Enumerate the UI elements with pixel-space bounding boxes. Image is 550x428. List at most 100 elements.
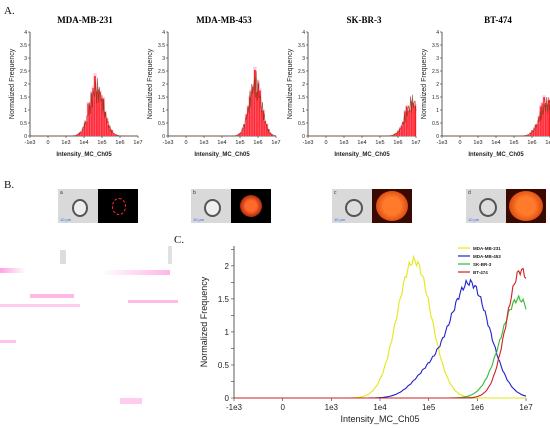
panel-c-letter: C. (174, 234, 185, 246)
fluorescence-image (231, 189, 271, 223)
x-axis-label: Intensity_MC_Ch05 (194, 152, 250, 158)
histogram-bar (111, 130, 113, 136)
image-pair-a: a 10 µm (58, 189, 138, 223)
panel-a-letter: A. (4, 5, 15, 17)
y-tick-label: 0.5 (432, 121, 439, 127)
histogram-outline (168, 70, 277, 137)
brightfield-image: c 10 µm (332, 189, 372, 223)
x-tick-label: 1e4 (357, 140, 366, 146)
scale-bar-label: 10 µm (334, 217, 346, 222)
histogram-bar (414, 105, 416, 136)
y-tick-label: 1 (162, 108, 165, 114)
y-tick-label: 3 (24, 56, 27, 62)
brightfield-image: d 10 µm (466, 189, 506, 223)
y-tick-label: 0 (436, 134, 439, 140)
hist-title-mda-mb-231: MDA-MB-231 (57, 15, 113, 25)
y-tick-label: 2 (436, 82, 439, 88)
y-tick-label: 3.5 (20, 43, 27, 49)
histogram-bar (548, 100, 550, 136)
y-tick-label: 2 (162, 82, 165, 88)
histogram-mda-mb-231: 00.511.522.533.54-1e3 0 1e3 1e4 1e5 1e6 1e7Nor… (9, 30, 143, 158)
x-tick-label: 0 (324, 140, 327, 146)
x-tick-label: 1e5 (422, 403, 436, 412)
x-tick-label: 1e5 (509, 140, 518, 146)
y-tick-label: 3 (162, 56, 165, 62)
y-tick-label: 1.5 (218, 295, 230, 304)
histogram-mda-mb-453: 00.511.522.533.54-1e3 0 1e3 1e4 1e5 1e6 1e7Nor… (147, 30, 281, 158)
image-letter: b (193, 190, 196, 196)
image-letter: c (334, 190, 337, 196)
image-letter: a (60, 190, 63, 196)
scale-bar-label: 10 µm (60, 217, 72, 222)
x-tick-label: 1e6 (471, 403, 485, 412)
histogram-outline (442, 96, 550, 137)
y-tick-label: 0 (24, 134, 27, 140)
image-artifact (168, 246, 172, 264)
x-tick-label: 1e7 (411, 140, 420, 146)
y-tick-label: 0 (302, 134, 305, 140)
x-tick-label: 1e4 (373, 403, 387, 412)
y-tick-label: 2.5 (298, 69, 305, 75)
image-pair-c: c 10 µm (332, 189, 412, 223)
y-tick-label: 1 (24, 108, 27, 114)
x-tick-label: -1e3 (436, 140, 447, 146)
fluorescence-image (506, 189, 546, 223)
y-tick-label: 0 (162, 134, 165, 140)
legend-label: MDA-MB-453 (473, 254, 501, 259)
image-artifact (60, 250, 66, 264)
histogram-sk-br-3: 00.511.522.533.54-1e3 0 1e3 1e4 1e5 1e6 1e7Nor… (287, 30, 421, 158)
y-tick-label: 1.5 (298, 95, 305, 101)
series-line-sk-br-3 (234, 294, 527, 399)
x-tick-label: 1e3 (199, 140, 208, 146)
series-line-bt-474 (234, 267, 527, 399)
legend-label: SK-BR-3 (473, 262, 492, 267)
x-tick-label: 1e3 (325, 403, 339, 412)
x-tick-label: 1e6 (527, 140, 536, 146)
y-tick-label: 2.5 (20, 69, 27, 75)
image-letter: d (468, 190, 471, 196)
panel-b-letter: B. (4, 179, 15, 191)
y-tick-label: 3.5 (432, 43, 439, 49)
x-tick-label: 1e7 (519, 403, 533, 412)
series-line-mda-mb-231 (234, 254, 526, 399)
x-tick-label: 1e6 (253, 140, 262, 146)
x-tick-label: -1e3 (302, 140, 313, 146)
image-artifact (0, 340, 16, 343)
y-tick-label: 1.5 (20, 95, 27, 101)
fluorescence-image (372, 189, 412, 223)
image-artifact (0, 304, 80, 307)
histogram-outline (30, 77, 138, 137)
x-tick-label: 1e3 (473, 140, 482, 146)
y-tick-label: 1.5 (432, 95, 439, 101)
x-axis-label: Intensity_MC_Ch05 (334, 152, 390, 158)
image-artifact (128, 300, 178, 303)
image-pair-b: b 10 µm (191, 189, 271, 223)
image-artifact (0, 268, 26, 273)
scale-bar-label: 10 µm (468, 217, 480, 222)
x-tick-label: 1e3 (339, 140, 348, 146)
y-tick-label: 4 (302, 30, 305, 36)
x-tick-label: 1e7 (133, 140, 142, 146)
legend-label: MDA-MB-231 (473, 246, 501, 251)
y-tick-label: 3 (302, 56, 305, 62)
hist-title-mda-mb-453: MDA-MB-453 (196, 15, 252, 25)
x-tick-label: 1e5 (375, 140, 384, 146)
x-tick-label: -1e3 (24, 140, 35, 146)
x-tick-label: 1e5 (235, 140, 244, 146)
x-tick-label: 0 (280, 403, 285, 412)
y-axis-label: Normalized Frequency (287, 48, 294, 119)
histogram-bars (236, 66, 274, 136)
fluorescence-image (98, 189, 138, 223)
y-tick-label: 2 (24, 82, 27, 88)
image-pair-d: d 10 µm (466, 189, 546, 223)
y-tick-label: 1 (436, 108, 439, 114)
y-tick-label: 2.5 (158, 69, 165, 75)
y-tick-label: 1 (225, 328, 230, 337)
histogram-bt-474: 00.511.522.533.54-1e301e31e41e51e61e7Nor… (421, 30, 550, 158)
y-axis-label: Normalized Frequency (421, 48, 428, 119)
y-tick-label: 2.5 (432, 69, 439, 75)
y-axis-label: Normalized Frequency (199, 276, 209, 367)
y-tick-label: 3 (436, 56, 439, 62)
hist-title-bt-474: BT-474 (484, 15, 512, 25)
x-tick-label: 0 (184, 140, 187, 146)
